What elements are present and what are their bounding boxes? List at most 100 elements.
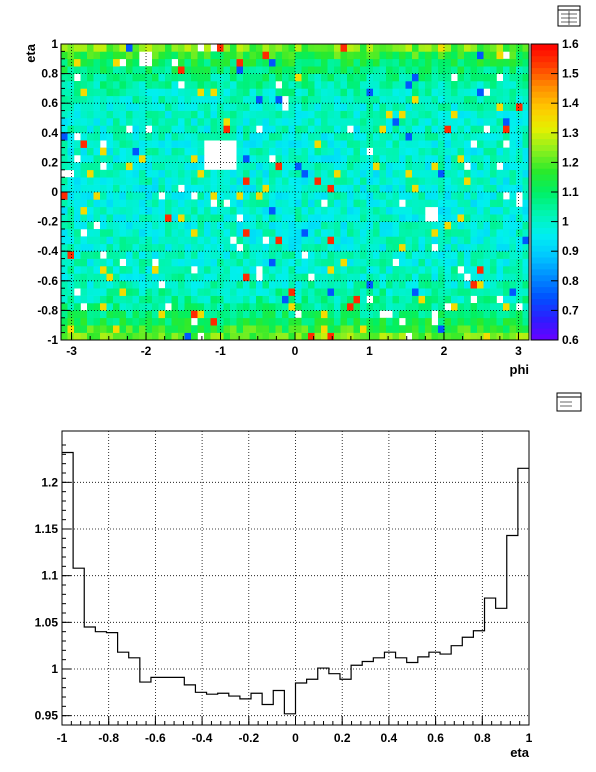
heatmap-cell: [61, 295, 68, 304]
palette-tick-label: 1.1: [562, 185, 579, 199]
heatmap-cell: [334, 199, 341, 208]
heatmap-cell: [477, 229, 484, 237]
heatmap-cell: [412, 221, 419, 230]
heatmap-cell: [314, 199, 322, 208]
heatmap-cell: [230, 132, 237, 141]
heatmap-cell: [483, 288, 491, 296]
heatmap-cell: [269, 192, 276, 200]
heatmap-cell: [405, 147, 413, 156]
heatmap-cell: [249, 280, 257, 289]
heatmap-cell: [301, 317, 309, 326]
heatmap-cell: [217, 229, 224, 237]
heatmap-cell: [171, 88, 179, 97]
heatmap-cell: [113, 332, 120, 341]
heatmap-cell: [217, 258, 224, 267]
heatmap-cell: [210, 280, 218, 289]
heatmap-cell: [308, 229, 315, 237]
heatmap-cell: [80, 125, 88, 134]
heatmap-cell: [288, 132, 296, 141]
palette-tick-label: 1: [562, 215, 569, 229]
stats-box-icon[interactable]: [557, 5, 581, 27]
heatmap-cell: [490, 251, 497, 259]
heatmap-cell: [191, 251, 198, 259]
heatmap-cell: [178, 132, 185, 141]
heatmap-cell: [503, 177, 510, 185]
heatmap-cell: [490, 332, 497, 341]
heatmap-cell: [256, 295, 263, 304]
heatmap-cell: [399, 66, 406, 74]
heatmap-cell: [327, 221, 335, 230]
heatmap-cell: [373, 51, 380, 60]
heatmap-cell: [425, 310, 432, 319]
heatmap-cell: [347, 147, 354, 156]
heatmap-cell: [236, 288, 244, 296]
heatmap-cell: [210, 229, 218, 237]
heatmap-cell: [457, 118, 465, 126]
heatmap-cell: [392, 184, 400, 193]
heatmap-cell: [295, 236, 302, 245]
heatmap-cell: [379, 184, 387, 193]
heatmap-cell: [249, 66, 257, 74]
heatmap-cell: [197, 147, 205, 156]
heatmap-cell: [165, 162, 172, 171]
heatmap-cell: [74, 88, 81, 97]
heatmap-cell: [87, 132, 94, 141]
heatmap-cell: [470, 280, 478, 289]
heatmap-cell: [184, 103, 192, 111]
heatmap-cell: [145, 317, 153, 326]
heatmap-cell: [464, 192, 471, 200]
heatmap-cell: [74, 44, 81, 52]
heatmap-cell: [301, 147, 309, 156]
heatmap-cell: [490, 125, 497, 134]
heatmap-cell: [249, 51, 257, 60]
heatmap-cell: [275, 325, 283, 333]
heatmap-cell: [503, 295, 510, 304]
heatmap-cell: [366, 81, 374, 89]
heatmap-cell: [80, 147, 88, 156]
heatmap-cell: [119, 162, 127, 171]
heatmap-cell: [74, 162, 81, 171]
heatmap-cell: [132, 177, 140, 185]
stats-box-icon-2[interactable]: [556, 392, 582, 412]
heatmap-cell: [178, 221, 185, 230]
heatmap-cell: [386, 103, 393, 111]
heatmap-cell: [516, 177, 523, 185]
heatmap-cell: [477, 177, 484, 185]
heatmap-cell: [197, 184, 205, 193]
heatmap-cell: [197, 162, 205, 171]
heatmap-cell: [93, 192, 101, 200]
heatmap-cell: [165, 199, 172, 208]
heatmap-cell: [61, 118, 68, 126]
heatmap-cell: [236, 192, 244, 200]
heatmap-cell: [275, 162, 283, 171]
heatmap-cell: [217, 132, 224, 141]
heatmap-cell: [516, 147, 523, 156]
heatmap-cell: [366, 125, 374, 134]
heatmap-cell: [243, 103, 250, 111]
heatmap-cell: [464, 103, 471, 111]
heatmap-cell: [152, 251, 159, 259]
heatmap-cell: [269, 162, 276, 171]
heatmap-cell: [269, 332, 276, 341]
heatmap-cell: [347, 221, 354, 230]
heatmap-cell: [353, 251, 361, 259]
heatmap-cell: [457, 236, 465, 245]
heatmap-cell: [418, 221, 426, 230]
heatmap-cell: [360, 214, 367, 222]
heatmap-cell: [249, 44, 257, 52]
heatmap-cell: [477, 184, 484, 193]
heatmap-cell: [321, 88, 328, 97]
heatmap-cell: [204, 310, 211, 319]
heatmap-cell: [444, 206, 452, 215]
heatmap-cell: [470, 310, 478, 319]
heatmap-cell: [80, 88, 88, 97]
heatmap-cell: [470, 332, 478, 341]
heatmap-cell: [74, 266, 81, 274]
heatmap-cell: [373, 169, 380, 178]
heatmap-cell: [379, 214, 387, 222]
heatmap-cell: [171, 192, 179, 200]
heatmap-cell: [106, 280, 114, 289]
heatmap-cell: [275, 199, 283, 208]
heatmap-cell: [256, 177, 263, 185]
heatmap-cell: [223, 251, 231, 259]
